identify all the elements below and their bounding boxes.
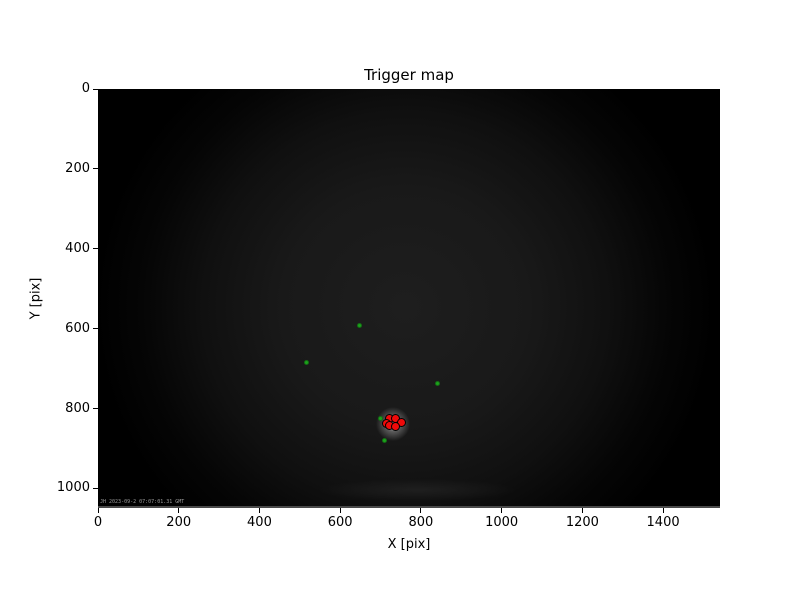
x-tick-label: 0 [93, 515, 103, 530]
scatter-point-green-markers [378, 415, 384, 421]
x-tick-mark [178, 508, 180, 513]
y-tick-label: 600 [65, 320, 90, 336]
scatter-point-green-markers [382, 438, 388, 444]
y-tick-label: 1000 [56, 480, 90, 496]
scatter-point-red-markers [396, 417, 406, 427]
x-tick-mark [662, 508, 664, 513]
x-tick-mark [420, 508, 422, 513]
y-tick-label: 800 [65, 400, 90, 416]
y-tick-mark [93, 168, 98, 170]
x-tick-mark [501, 508, 503, 513]
x-tick-label: 600 [327, 515, 353, 530]
y-tick-mark [93, 248, 98, 250]
x-tick-mark [258, 508, 260, 513]
y-tick-label: 0 [81, 81, 90, 96]
x-tick-label: 1400 [646, 515, 680, 530]
scatter-point-red-markers [391, 422, 401, 432]
image-bottom-strip [98, 506, 720, 508]
y-tick-mark [93, 88, 98, 90]
y-axis-label: Y [pix] [28, 277, 44, 320]
x-tick-label: 400 [247, 515, 272, 530]
plot-area: JH 2023-09-2 07:07:01.31 GMT [98, 89, 720, 508]
image-timestamp-text: JH 2023-09-2 07:07:01.31 GMT [100, 499, 185, 505]
x-axis-label: X [pix] [387, 537, 431, 552]
x-tick-mark [339, 508, 341, 513]
chart-title: Trigger map [364, 66, 454, 84]
y-tick-mark [93, 487, 98, 489]
x-tick-mark [581, 508, 583, 513]
y-tick-label: 400 [65, 240, 90, 256]
x-tick-label: 1200 [565, 515, 599, 530]
scatter-point-green-markers [303, 360, 309, 366]
x-tick-mark [97, 508, 99, 513]
y-tick-mark [93, 408, 98, 410]
x-tick-label: 1000 [485, 515, 519, 530]
y-tick-mark [93, 328, 98, 330]
scatter-point-green-markers [434, 380, 440, 386]
x-tick-label: 800 [408, 515, 434, 530]
x-tick-label: 200 [166, 515, 192, 530]
scatter-point-green-markers [357, 322, 363, 328]
y-tick-label: 200 [65, 160, 90, 176]
